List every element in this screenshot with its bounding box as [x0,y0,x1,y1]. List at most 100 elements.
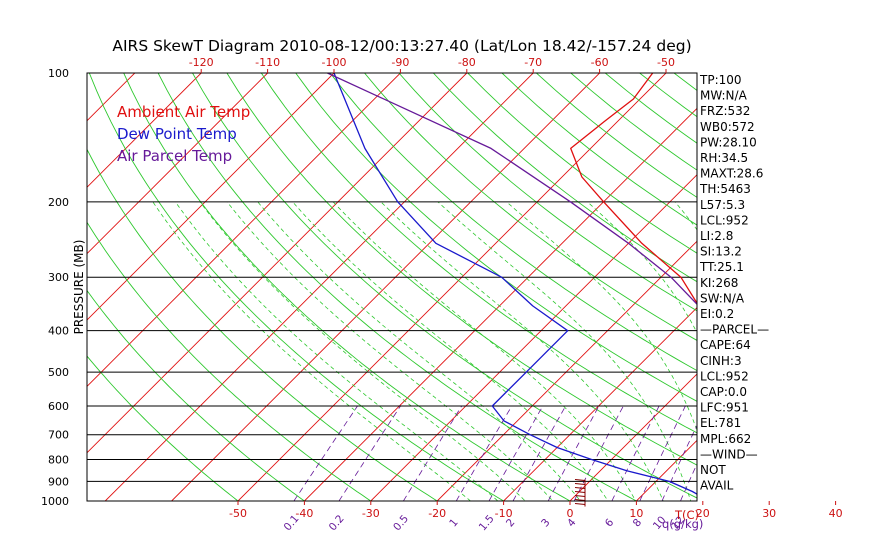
isotherm-line [436,240,697,501]
pressure-tick-label: 700 [48,429,69,442]
top-temperature-tick-label: -110 [255,56,280,69]
index-entry: NOT [700,463,726,477]
dry-adiabat-line [157,73,638,501]
top-temperature-tick-label: -60 [591,56,609,69]
dry-adiabat-line [432,73,697,283]
dry-adiabat-line [123,73,571,501]
index-entry: CAP:0.0 [700,385,747,399]
dry-adiabat-line [226,73,697,466]
dry-adiabat-line [87,289,306,501]
moist-adiabat-line [152,201,472,501]
top-temperature-tick-label: -100 [322,56,347,69]
index-entry: LI:2.8 [700,229,733,243]
isotherm-line [87,73,401,388]
index-entry: —WIND— [700,447,758,461]
wind-barb-stroke [574,486,586,489]
wind-barb-stroke [574,482,586,485]
mixing-ratio-line [488,405,544,501]
index-entry: WB0:572 [700,120,755,134]
bottom-temperature-axis: -50 -40 -30 -20 -10 0 10 20 30 40 [229,501,843,520]
dry-adiabat-line [295,73,697,402]
bottom-temperature-tick-label: 10 [629,507,643,520]
legend-entry: Ambient Air Temp [117,103,250,121]
index-entry: L57:5.3 [700,198,745,212]
plot-frame [86,72,698,502]
index-entry: SI:13.2 [700,245,742,259]
isotherm-line [87,73,468,454]
moist-adiabat-line [437,201,692,501]
bottom-temperature-tick-label: 40 [829,507,843,520]
ambient-air-temp-line [570,73,697,305]
isotherm-line [104,73,534,501]
chart-title: AIRS SkewT Diagram 2010-08-12/00:13:27.4… [112,37,691,55]
dry-adiabat-line [87,148,439,501]
index-entry: EL:781 [700,416,741,430]
index-entry: FRZ:532 [700,104,750,118]
dry-adiabat-line [87,355,239,501]
pressure-tick-label: 600 [48,400,69,413]
index-entry: LFC:951 [700,401,749,415]
isotherm-line [237,73,667,501]
top-temperature-tick-label: -70 [524,56,542,69]
legend-entry: Air Parcel Temp [117,147,232,165]
isotherm-line [87,73,268,255]
moist-adiabat-line [226,201,554,501]
mixing-ratio-unit-label: q(g/kg) [662,517,703,531]
wind-barb-stroke [574,494,586,497]
dry-adiabat-line [398,73,697,312]
pressure-tick-label: 900 [48,475,69,488]
wind-barb-stroke [574,498,586,501]
mixing-ratio-line [611,405,660,501]
bottom-temperature-tick-label: -20 [428,507,446,520]
top-temperature-tick-label: -90 [391,56,409,69]
pressure-tick-label: 400 [48,325,69,338]
index-entry: TT:25.1 [699,260,744,274]
top-temperature-tick-label: -50 [657,56,675,69]
pressure-tick-label: 300 [48,271,69,284]
top-temperature-axis: -120 -110 -100 -90 -80 -70 -60 -50 [189,56,675,73]
index-entry: AVAIL [700,479,734,493]
mixing-ratio-line [293,405,358,501]
bottom-temperature-tick-label: 30 [762,507,776,520]
moist-adiabat-line [292,201,609,501]
background-grid [87,73,697,501]
index-entry: PW:28.10 [700,135,757,149]
moist-adiabat-line [380,201,664,501]
index-entry: RH:34.5 [700,151,748,165]
mixing-ratio-line [455,405,513,501]
top-temperature-tick-label: -80 [458,56,476,69]
moist-adiabat-line [506,201,697,432]
isotherm-line [503,306,697,501]
moist-adiabat-line [332,201,637,501]
index-entry: EI:0.2 [700,307,734,321]
index-entry: TH:5463 [699,182,751,196]
index-entry: SW:N/A [700,291,745,305]
index-entry: CINH:3 [700,354,742,368]
isotherm-line [171,73,600,501]
bottom-temperature-tick-label: 0 [567,507,574,520]
dew-point-temp-line [333,73,697,495]
legend-entry: Dew Point Temp [117,125,237,143]
moist-adiabat-line [174,201,499,501]
profile-lines [327,73,697,495]
legend: Ambient Air Temp Dew Point Temp Air Parcel… [117,103,250,165]
pressure-tick-label: 800 [48,454,69,467]
moist-adiabat-line [199,201,526,501]
index-entry: MW:N/A [700,89,748,103]
wind-barbs [574,478,586,507]
mixing-ratio-line [547,405,600,501]
mixing-ratio-line [403,405,463,501]
bottom-temperature-tick-label: -10 [495,507,513,520]
isotherm-line [87,73,202,188]
index-entry: —PARCEL— [700,323,769,337]
y-axis-label: PRESSURE (MB) [72,240,86,335]
index-entry: LCL:952 [700,369,749,383]
bottom-temperature-tick-label: -40 [295,507,313,520]
dry-adiabat-line [87,221,372,501]
x-axis-unit-label: T(C) [674,508,699,522]
bottom-temperature-tick-label: 20 [696,507,710,520]
index-entry: MAXT:28.6 [700,167,763,181]
